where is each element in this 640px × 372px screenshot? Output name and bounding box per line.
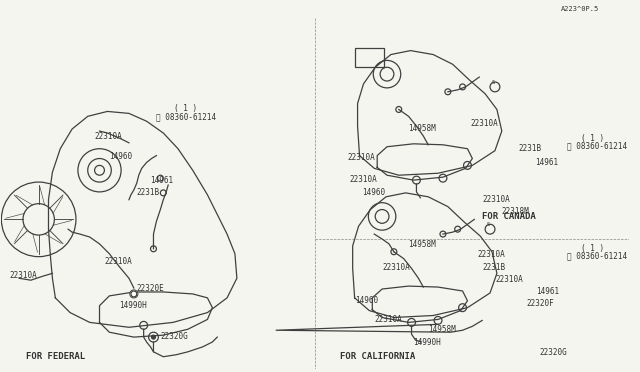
Text: ( 1 ): ( 1 ) bbox=[174, 105, 197, 113]
Text: 2231B: 2231B bbox=[518, 144, 541, 153]
Text: 14960: 14960 bbox=[109, 151, 132, 161]
Text: 22310A: 22310A bbox=[470, 119, 498, 128]
Text: 22320G: 22320G bbox=[539, 348, 567, 357]
Circle shape bbox=[131, 291, 137, 297]
Text: FOR CANADA: FOR CANADA bbox=[482, 212, 536, 221]
Text: 14961: 14961 bbox=[536, 287, 559, 296]
Text: 22318M: 22318M bbox=[502, 208, 529, 217]
Text: 22310A: 22310A bbox=[349, 175, 378, 184]
Text: A223^0P.5: A223^0P.5 bbox=[561, 6, 599, 12]
Text: 22310A: 22310A bbox=[482, 195, 510, 204]
Text: 14958M: 14958M bbox=[428, 325, 456, 334]
Text: FOR CALIFORNIA: FOR CALIFORNIA bbox=[340, 352, 415, 361]
Text: 22310A: 22310A bbox=[382, 263, 410, 272]
Text: ( 1 ): ( 1 ) bbox=[581, 244, 604, 253]
Text: 14990H: 14990H bbox=[413, 338, 441, 347]
Text: 14960: 14960 bbox=[355, 296, 378, 305]
Text: 22320G: 22320G bbox=[161, 332, 188, 341]
Text: 14958M: 14958M bbox=[408, 240, 436, 249]
Text: 14958M: 14958M bbox=[408, 124, 436, 133]
Circle shape bbox=[152, 335, 156, 339]
Text: 22310A: 22310A bbox=[9, 271, 37, 280]
Text: S: S bbox=[492, 80, 495, 85]
Text: 22310A: 22310A bbox=[348, 154, 376, 163]
Text: Ⓢ 08360-61214: Ⓢ 08360-61214 bbox=[566, 251, 627, 261]
Text: Ⓢ 08360-61214: Ⓢ 08360-61214 bbox=[566, 142, 627, 151]
Text: ( 1 ): ( 1 ) bbox=[581, 134, 604, 143]
Text: 14960: 14960 bbox=[362, 188, 386, 197]
Text: 22310A: 22310A bbox=[477, 250, 505, 259]
Text: 2231B: 2231B bbox=[482, 263, 506, 272]
Text: 22320E: 22320E bbox=[137, 284, 164, 293]
Text: 22310A: 22310A bbox=[374, 315, 402, 324]
Text: S: S bbox=[487, 222, 490, 227]
Text: FOR FEDERAL: FOR FEDERAL bbox=[26, 352, 85, 361]
Text: 22310A: 22310A bbox=[104, 257, 132, 266]
Text: 22310A: 22310A bbox=[95, 132, 122, 141]
Text: 2231B: 2231B bbox=[137, 188, 160, 197]
Text: 22310A: 22310A bbox=[496, 275, 524, 284]
Text: 14990H: 14990H bbox=[119, 301, 147, 310]
Text: Ⓢ 08360-61214: Ⓢ 08360-61214 bbox=[156, 112, 216, 121]
Text: 22320F: 22320F bbox=[526, 299, 554, 308]
Text: 14961: 14961 bbox=[150, 176, 173, 185]
Text: 14961: 14961 bbox=[535, 158, 558, 167]
